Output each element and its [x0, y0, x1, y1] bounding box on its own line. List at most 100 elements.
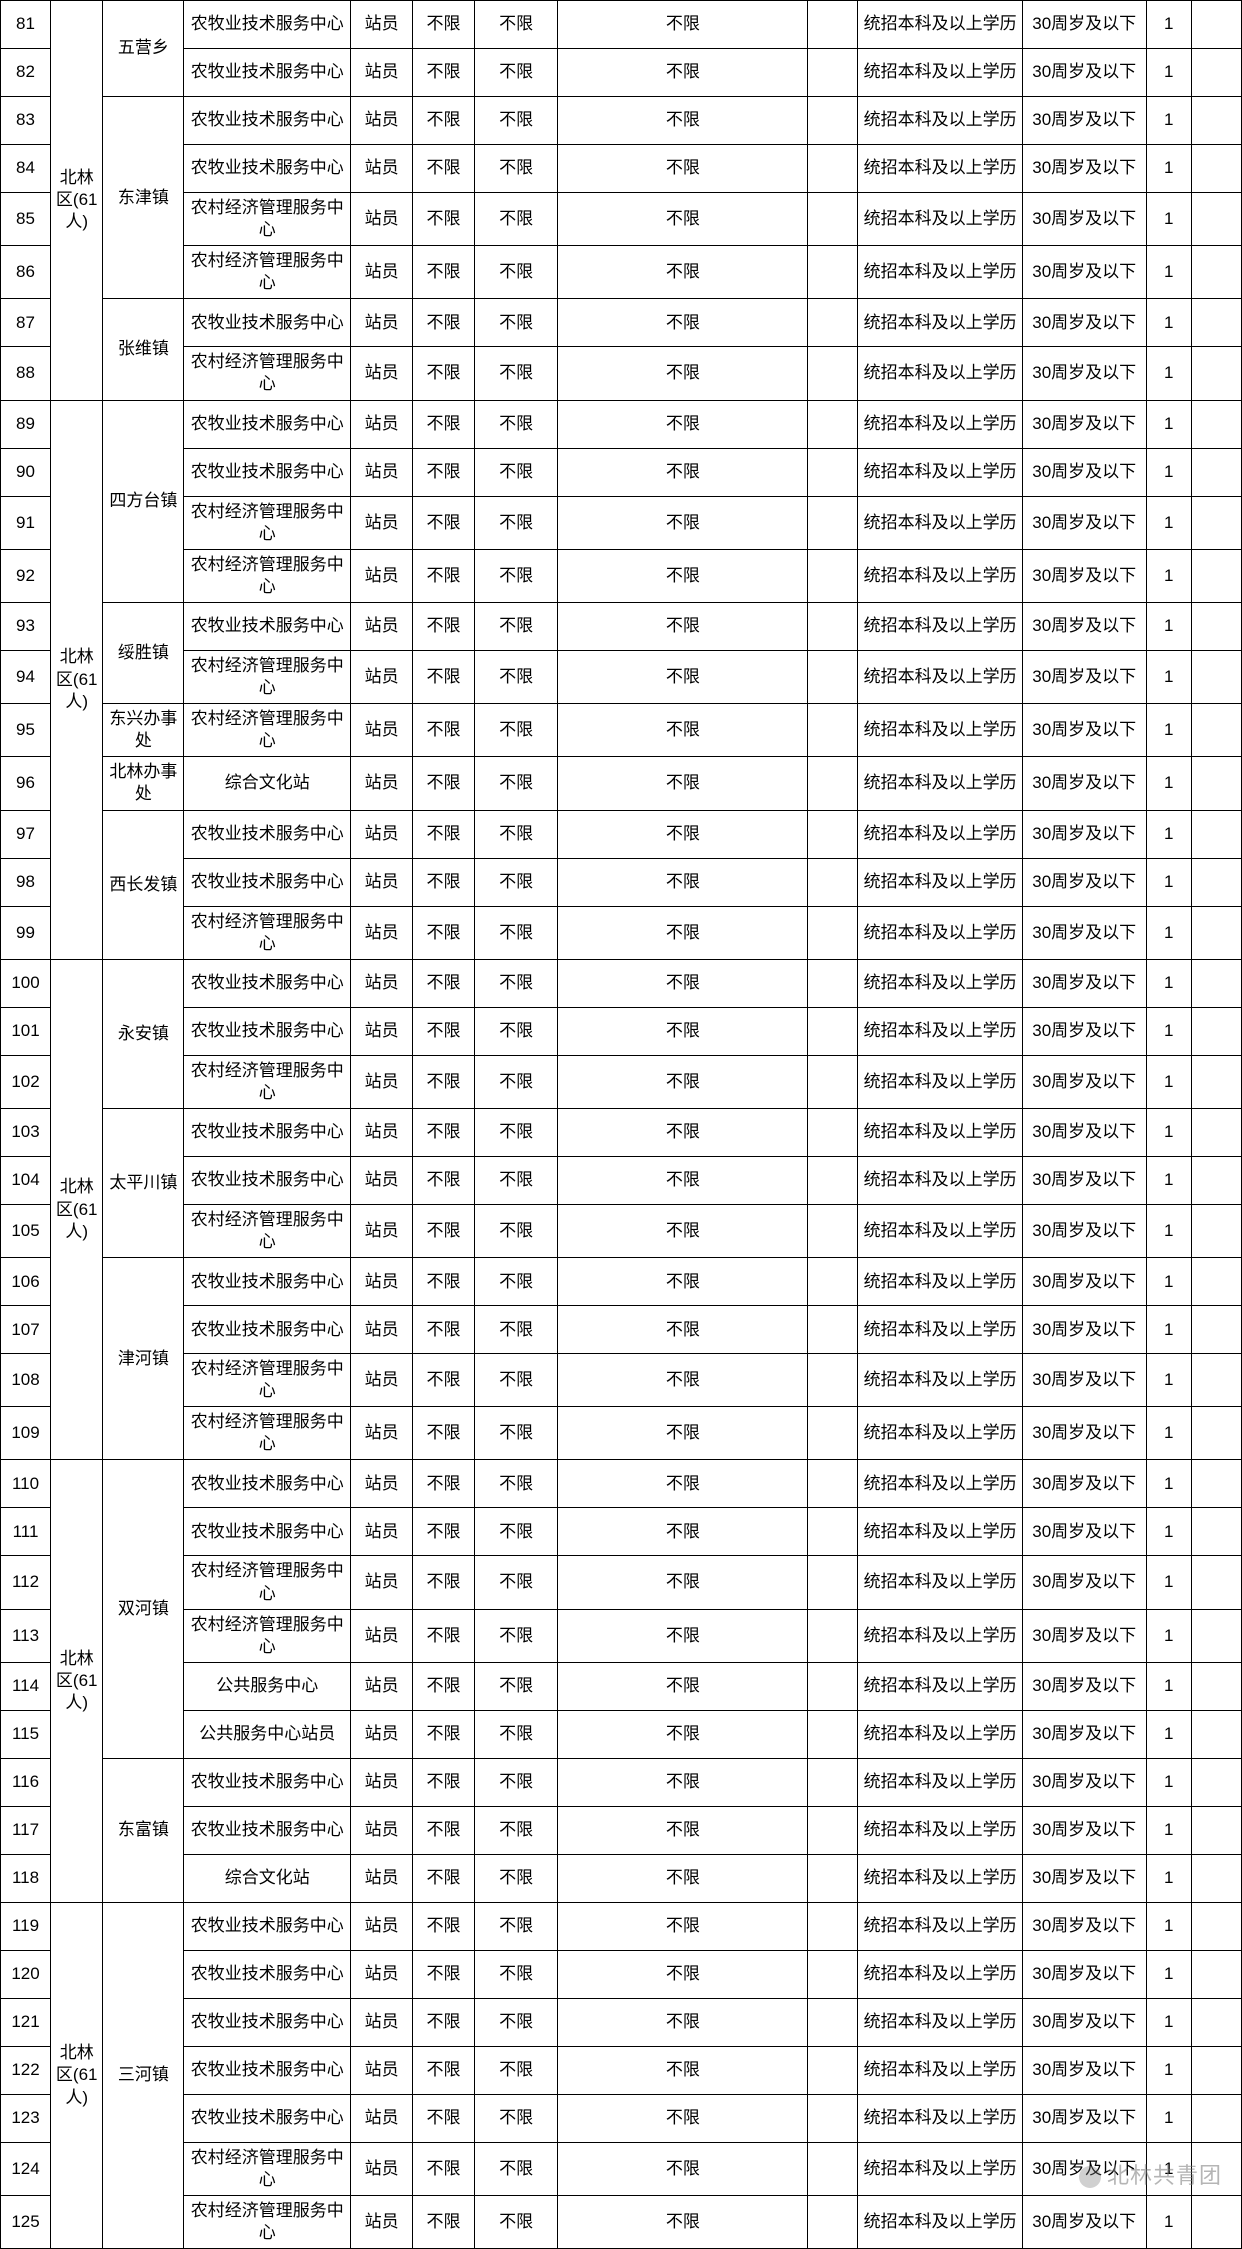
cell-edu: 统招本科及以上学历	[858, 1950, 1022, 1998]
cell-col9	[808, 1007, 858, 1055]
cell-position: 站员	[351, 1710, 413, 1758]
cell-col8: 不限	[558, 757, 808, 810]
cell-age: 30周岁及以下	[1022, 2142, 1146, 2195]
cell-dept: 农牧业技术服务中心	[184, 858, 351, 906]
cell-age: 30周岁及以下	[1022, 1556, 1146, 1609]
cell-col8: 不限	[558, 650, 808, 703]
cell-col8: 不限	[558, 959, 808, 1007]
cell-last	[1191, 49, 1241, 97]
cell-index: 90	[1, 448, 51, 496]
cell-dept: 农村经济管理服务中心	[184, 1204, 351, 1257]
cell-last	[1191, 2196, 1241, 2249]
cell-dept: 农村经济管理服务中心	[184, 246, 351, 299]
cell-count: 1	[1146, 347, 1191, 400]
cell-col9	[808, 97, 858, 145]
table-row: 119北林区(61人)三河镇农牧业技术服务中心站员不限不限不限统招本科及以上学历…	[1, 1902, 1242, 1950]
table-row: 104农牧业技术服务中心站员不限不限不限统招本科及以上学历30周岁及以下1	[1, 1156, 1242, 1204]
cell-last	[1191, 2046, 1241, 2094]
table-row: 124农村经济管理服务中心站员不限不限不限统招本科及以上学历30周岁及以下1	[1, 2142, 1242, 2195]
cell-edu: 统招本科及以上学历	[858, 1204, 1022, 1257]
table-row: 87张维镇农牧业技术服务中心站员不限不限不限统招本科及以上学历30周岁及以下1	[1, 299, 1242, 347]
cell-last	[1191, 246, 1241, 299]
cell-position: 站员	[351, 246, 413, 299]
cell-col8: 不限	[558, 2196, 808, 2249]
cell-town: 三河镇	[103, 1902, 184, 2248]
cell-town: 西长发镇	[103, 810, 184, 959]
cell-age: 30周岁及以下	[1022, 145, 1146, 193]
cell-position: 站员	[351, 650, 413, 703]
cell-edu: 统招本科及以上学历	[858, 1758, 1022, 1806]
cell-col7: 不限	[474, 299, 557, 347]
cell-col9	[808, 2196, 858, 2249]
cell-col7: 不限	[474, 347, 557, 400]
cell-col8: 不限	[558, 704, 808, 757]
cell-dept: 公共服务中心	[184, 1662, 351, 1710]
cell-col6: 不限	[413, 2196, 475, 2249]
cell-edu: 统招本科及以上学历	[858, 1407, 1022, 1460]
cell-count: 1	[1146, 1407, 1191, 1460]
cell-position: 站员	[351, 347, 413, 400]
table-row: 123农牧业技术服务中心站员不限不限不限统招本科及以上学历30周岁及以下1	[1, 2094, 1242, 2142]
cell-position: 站员	[351, 1258, 413, 1306]
cell-index: 88	[1, 347, 51, 400]
cell-dept: 农牧业技术服务中心	[184, 49, 351, 97]
cell-last	[1191, 1662, 1241, 1710]
cell-edu: 统招本科及以上学历	[858, 1354, 1022, 1407]
cell-dept: 农村经济管理服务中心	[184, 549, 351, 602]
cell-col6: 不限	[413, 145, 475, 193]
cell-dept: 农牧业技术服务中心	[184, 1258, 351, 1306]
cell-col9	[808, 1950, 858, 1998]
cell-dept: 农牧业技术服务中心	[184, 448, 351, 496]
cell-position: 站员	[351, 1758, 413, 1806]
cell-town: 双河镇	[103, 1460, 184, 1758]
cell-col6: 不限	[413, 810, 475, 858]
cell-col8: 不限	[558, 1710, 808, 1758]
cell-age: 30周岁及以下	[1022, 1806, 1146, 1854]
cell-col7: 不限	[474, 906, 557, 959]
cell-col9	[808, 650, 858, 703]
table-row: 125农村经济管理服务中心站员不限不限不限统招本科及以上学历30周岁及以下1	[1, 2196, 1242, 2249]
cell-edu: 统招本科及以上学历	[858, 145, 1022, 193]
cell-dept: 农村经济管理服务中心	[184, 1354, 351, 1407]
cell-col7: 不限	[474, 1758, 557, 1806]
cell-col7: 不限	[474, 2196, 557, 2249]
cell-col8: 不限	[558, 448, 808, 496]
table-row: 103太平川镇农牧业技术服务中心站员不限不限不限统招本科及以上学历30周岁及以下…	[1, 1108, 1242, 1156]
cell-district: 北林区(61人)	[51, 400, 103, 959]
cell-index: 100	[1, 959, 51, 1007]
cell-count: 1	[1146, 145, 1191, 193]
cell-col8: 不限	[558, 1806, 808, 1854]
cell-count: 1	[1146, 299, 1191, 347]
cell-col9	[808, 810, 858, 858]
cell-position: 站员	[351, 858, 413, 906]
cell-count: 1	[1146, 193, 1191, 246]
cell-col7: 不限	[474, 1407, 557, 1460]
cell-last	[1191, 1, 1241, 49]
cell-col8: 不限	[558, 49, 808, 97]
cell-last	[1191, 1758, 1241, 1806]
cell-last	[1191, 193, 1241, 246]
cell-col8: 不限	[558, 1950, 808, 1998]
cell-col9	[808, 549, 858, 602]
cell-town: 绥胜镇	[103, 602, 184, 703]
cell-age: 30周岁及以下	[1022, 246, 1146, 299]
cell-col7: 不限	[474, 1354, 557, 1407]
cell-count: 1	[1146, 2094, 1191, 2142]
cell-count: 1	[1146, 1950, 1191, 1998]
cell-dept: 农村经济管理服务中心	[184, 347, 351, 400]
cell-last	[1191, 959, 1241, 1007]
cell-col6: 不限	[413, 193, 475, 246]
cell-col8: 不限	[558, 97, 808, 145]
cell-col7: 不限	[474, 1710, 557, 1758]
table-row: 113农村经济管理服务中心站员不限不限不限统招本科及以上学历30周岁及以下1	[1, 1609, 1242, 1662]
cell-position: 站员	[351, 496, 413, 549]
cell-count: 1	[1146, 1055, 1191, 1108]
table-row: 90农牧业技术服务中心站员不限不限不限统招本科及以上学历30周岁及以下1	[1, 448, 1242, 496]
cell-count: 1	[1146, 2196, 1191, 2249]
cell-index: 93	[1, 602, 51, 650]
cell-count: 1	[1146, 549, 1191, 602]
cell-position: 站员	[351, 2094, 413, 2142]
cell-dept: 农村经济管理服务中心	[184, 704, 351, 757]
table-row: 105农村经济管理服务中心站员不限不限不限统招本科及以上学历30周岁及以下1	[1, 1204, 1242, 1257]
cell-last	[1191, 810, 1241, 858]
